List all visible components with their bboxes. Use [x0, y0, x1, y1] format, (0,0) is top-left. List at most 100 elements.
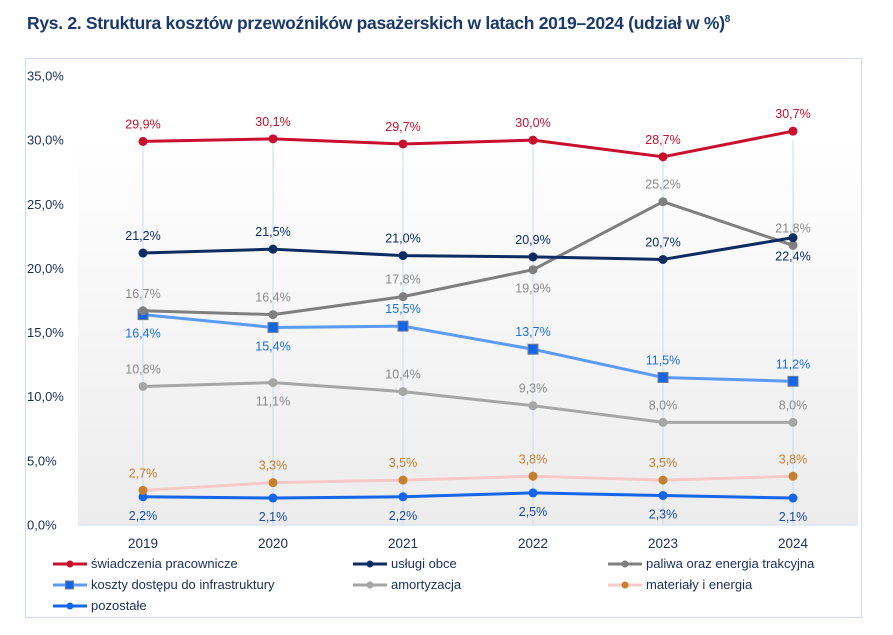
data-point [528, 471, 538, 481]
legend-label: usługi obce [391, 556, 457, 571]
legend-item[interactable]: pozostałe [52, 598, 147, 613]
data-label: 29,9% [125, 117, 160, 131]
legend-swatch-icon [608, 560, 642, 567]
data-point [658, 417, 668, 427]
data-label: 15,4% [255, 339, 290, 353]
x-tick-label: 2019 [128, 536, 158, 551]
data-label: 20,9% [515, 233, 550, 247]
data-point [788, 126, 798, 136]
data-point [398, 251, 408, 261]
data-point [268, 493, 278, 503]
data-label: 2,3% [649, 507, 678, 521]
legend-marker [66, 560, 74, 567]
data-point [528, 265, 538, 275]
data-point [398, 387, 408, 397]
data-point [528, 488, 538, 498]
series-5 [138, 471, 798, 495]
data-point [658, 475, 668, 485]
series-line [142, 200, 794, 317]
legend-marker [621, 560, 629, 567]
data-point [658, 254, 668, 264]
data-point [138, 492, 148, 502]
x-tick-label: 2023 [648, 536, 678, 551]
x-tick-label: 2021 [388, 536, 418, 551]
data-point [788, 471, 798, 481]
data-label: 11,5% [646, 353, 681, 367]
legend-swatch-icon [53, 602, 87, 609]
data-label: 21,2% [125, 229, 160, 243]
x-tick-label: 2024 [778, 536, 809, 551]
legend-marker [366, 560, 374, 567]
data-point [658, 152, 668, 162]
y-tick-label: 0,0% [27, 518, 57, 533]
series-line [142, 474, 794, 492]
data-label: 17,8% [385, 273, 420, 287]
legend-item[interactable]: materiały i energia [607, 577, 752, 592]
legend-swatch-icon [353, 581, 387, 588]
data-label: 2,2% [389, 509, 418, 523]
plot-area [78, 136, 858, 525]
data-point [398, 492, 408, 502]
series-line [142, 491, 794, 500]
legend-item[interactable]: paliwa oraz energia trakcyjna [607, 556, 814, 571]
series-0 [138, 126, 798, 162]
data-label: 10,8% [125, 362, 160, 376]
data-label: 8,0% [649, 398, 678, 412]
data-label: 22,4% [775, 250, 810, 264]
y-tick-label: 20,0% [27, 261, 64, 276]
plot-background [78, 136, 858, 526]
data-point [658, 490, 668, 500]
legend-item[interactable]: usługi obce [352, 556, 457, 571]
series-line [142, 381, 793, 424]
y-tick-label: 10,0% [27, 389, 64, 404]
series-2 [138, 197, 798, 320]
legend-label: materiały i energia [646, 577, 753, 592]
legend-item[interactable]: koszty dostępu do infrastruktury [52, 577, 275, 592]
series-1 [138, 233, 798, 264]
data-label: 20,7% [645, 235, 680, 249]
data-label: 16,4% [255, 291, 290, 305]
y-tick-label: 15,0% [27, 325, 64, 340]
data-label: 21,8% [775, 221, 810, 235]
data-label: 29,7% [385, 120, 420, 134]
data-labels: 29,9% 30,1% 29,7% 30,0% 28,7% 30,7% 21,2% 21,5%… [125, 107, 810, 524]
legend-label: koszty dostępu do infrastruktury [91, 577, 275, 592]
data-point [138, 381, 148, 391]
data-point [138, 136, 148, 146]
y-axis: 0,0% 5,0% 10,0% 15,0% 20,0% 25,0% 30,0% 35,0% [27, 69, 64, 533]
data-label: 3,8% [779, 452, 808, 466]
series-line [142, 236, 794, 261]
legend-swatch-icon [353, 560, 387, 567]
data-point [788, 233, 798, 243]
chart-frame [25, 58, 862, 618]
data-point [138, 485, 148, 495]
data-point [787, 375, 799, 387]
data-label: 3,3% [259, 459, 288, 473]
data-point [528, 252, 538, 262]
legend-swatch-icon [53, 580, 87, 589]
series-group [137, 126, 799, 503]
legend-marker [621, 581, 629, 588]
legend-item[interactable]: świadczenia pracownicze [52, 556, 238, 571]
legend-marker [366, 581, 374, 588]
legend-item[interactable]: amortyzacja [352, 577, 461, 592]
legend-swatch-icon [53, 560, 87, 567]
series-4 [138, 378, 798, 427]
data-label: 16,7% [125, 287, 160, 301]
legend-label: pozostałe [91, 598, 147, 613]
data-point [138, 306, 148, 316]
y-tick-label: 25,0% [27, 197, 64, 212]
data-point [528, 401, 538, 411]
data-point [397, 320, 409, 332]
data-point [268, 134, 278, 144]
data-point [788, 240, 798, 250]
data-label: 2,7% [129, 466, 158, 480]
data-label: 28,7% [645, 133, 680, 147]
data-point [267, 321, 279, 333]
data-label: 30,0% [515, 116, 550, 130]
data-label: 15,5% [385, 302, 420, 316]
data-point [268, 478, 278, 488]
x-tick-label: 2020 [258, 536, 288, 551]
data-point [527, 343, 539, 355]
